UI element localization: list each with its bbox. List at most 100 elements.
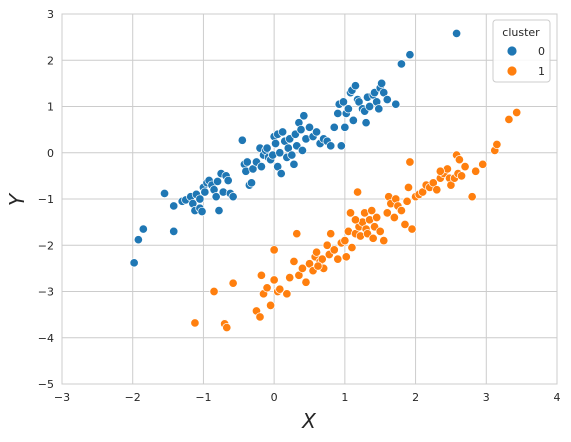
- data-point-cluster-0: [214, 206, 224, 216]
- data-point-cluster-1: [285, 273, 295, 283]
- data-point-cluster-0: [299, 111, 309, 121]
- y-tick-label: −5: [38, 378, 54, 391]
- data-point-cluster-1: [402, 196, 412, 206]
- data-point-cluster-1: [382, 208, 392, 218]
- data-point-cluster-0: [237, 135, 247, 145]
- grid: [61, 13, 558, 385]
- x-tick-label: −2: [125, 391, 141, 404]
- data-point-cluster-1: [512, 107, 522, 118]
- data-point-cluster-0: [287, 150, 297, 160]
- data-point-cluster-1: [228, 278, 238, 288]
- data-point-cluster-1: [400, 219, 410, 229]
- data-point-cluster-1: [467, 192, 477, 202]
- y-tick-label: −3: [38, 286, 54, 299]
- data-point-cluster-0: [348, 115, 358, 125]
- data-point-cluster-0: [329, 122, 339, 132]
- y-tick-label: 0: [47, 147, 54, 160]
- data-point-cluster-0: [382, 95, 392, 105]
- x-tick-label: −3: [54, 391, 70, 404]
- data-point-cluster-1: [269, 245, 279, 255]
- data-point-cluster-1: [269, 275, 279, 285]
- data-point-cluster-0: [159, 188, 170, 198]
- data-point-cluster-0: [340, 122, 350, 132]
- y-tick-label: −4: [38, 332, 54, 345]
- x-tick-label: 4: [554, 391, 561, 404]
- x-axis-label: X: [301, 409, 317, 433]
- data-point-cluster-1: [301, 277, 311, 287]
- data-point-cluster-1: [222, 323, 232, 333]
- data-point-cluster-1: [350, 215, 361, 225]
- y-tick-label: 1: [47, 101, 54, 114]
- data-point-cluster-0: [246, 178, 257, 188]
- data-point-cluster-1: [275, 284, 285, 294]
- data-point-cluster-0: [361, 118, 371, 128]
- data-point-cluster-1: [403, 182, 414, 192]
- legend-marker-0: [506, 45, 518, 57]
- data-point-cluster-0: [129, 258, 139, 268]
- data-point-cluster-1: [312, 247, 322, 257]
- data-point-cluster-1: [262, 283, 272, 293]
- data-point-cluster-1: [313, 261, 323, 271]
- data-point-cluster-0: [374, 104, 384, 114]
- data-point-cluster-0: [452, 28, 462, 38]
- data-point-cluster-1: [372, 212, 382, 223]
- data-point-cluster-0: [213, 176, 223, 186]
- data-point-cluster-0: [333, 108, 343, 118]
- y-tick-label: 2: [47, 54, 54, 67]
- data-point-cluster-1: [340, 236, 350, 246]
- data-point-cluster-1: [504, 114, 514, 124]
- data-point-cluster-1: [333, 254, 343, 264]
- data-point-cluster-1: [256, 270, 266, 280]
- data-points: [129, 28, 522, 333]
- data-point-cluster-1: [345, 208, 356, 218]
- data-point-cluster-1: [209, 286, 219, 297]
- legend-marker-1: [506, 65, 518, 77]
- data-point-cluster-1: [454, 155, 464, 165]
- data-point-cluster-0: [396, 59, 406, 69]
- x-tick-label: 1: [341, 391, 348, 404]
- data-point-cluster-0: [242, 157, 252, 167]
- y-tick-label: 3: [47, 8, 54, 21]
- data-point-cluster-0: [336, 141, 346, 151]
- data-point-cluster-1: [460, 162, 470, 172]
- y-axis-label: Y: [5, 192, 29, 206]
- data-point-cluster-0: [350, 81, 361, 91]
- data-point-cluster-1: [375, 226, 385, 236]
- data-point-cluster-0: [275, 148, 285, 158]
- data-point-cluster-0: [304, 122, 315, 132]
- data-point-cluster-1: [347, 243, 357, 253]
- data-point-cluster-0: [133, 235, 143, 245]
- data-point-cluster-1: [266, 300, 276, 310]
- y-tick-label: −2: [38, 239, 54, 252]
- data-point-cluster-1: [492, 139, 502, 149]
- data-point-cluster-0: [289, 159, 299, 169]
- data-point-cluster-1: [322, 240, 332, 250]
- data-point-cluster-1: [389, 212, 399, 223]
- data-point-cluster-0: [297, 145, 307, 155]
- legend-label-1: 1: [538, 65, 545, 78]
- data-point-cluster-1: [282, 289, 292, 299]
- data-point-cluster-1: [297, 263, 307, 273]
- data-point-cluster-1: [432, 185, 442, 195]
- data-point-cluster-0: [312, 127, 322, 137]
- data-point-cluster-0: [195, 194, 205, 204]
- legend: cluster 0 1: [492, 19, 551, 83]
- data-point-cluster-1: [326, 229, 336, 239]
- data-point-cluster-0: [169, 226, 179, 236]
- data-point-cluster-0: [223, 175, 233, 186]
- data-point-cluster-1: [435, 166, 445, 176]
- data-point-cluster-0: [276, 169, 286, 179]
- data-point-cluster-1: [478, 159, 488, 169]
- data-point-cluster-0: [138, 224, 148, 234]
- data-point-cluster-1: [396, 206, 406, 216]
- data-point-cluster-0: [262, 143, 272, 153]
- data-point-cluster-0: [405, 50, 415, 60]
- data-point-cluster-0: [278, 127, 288, 137]
- data-point-cluster-0: [296, 125, 306, 135]
- data-point-cluster-1: [471, 166, 481, 176]
- x-tick-label: −1: [195, 391, 211, 404]
- data-point-cluster-1: [341, 252, 351, 262]
- data-point-cluster-0: [200, 187, 210, 197]
- x-tick-label: 0: [271, 391, 278, 404]
